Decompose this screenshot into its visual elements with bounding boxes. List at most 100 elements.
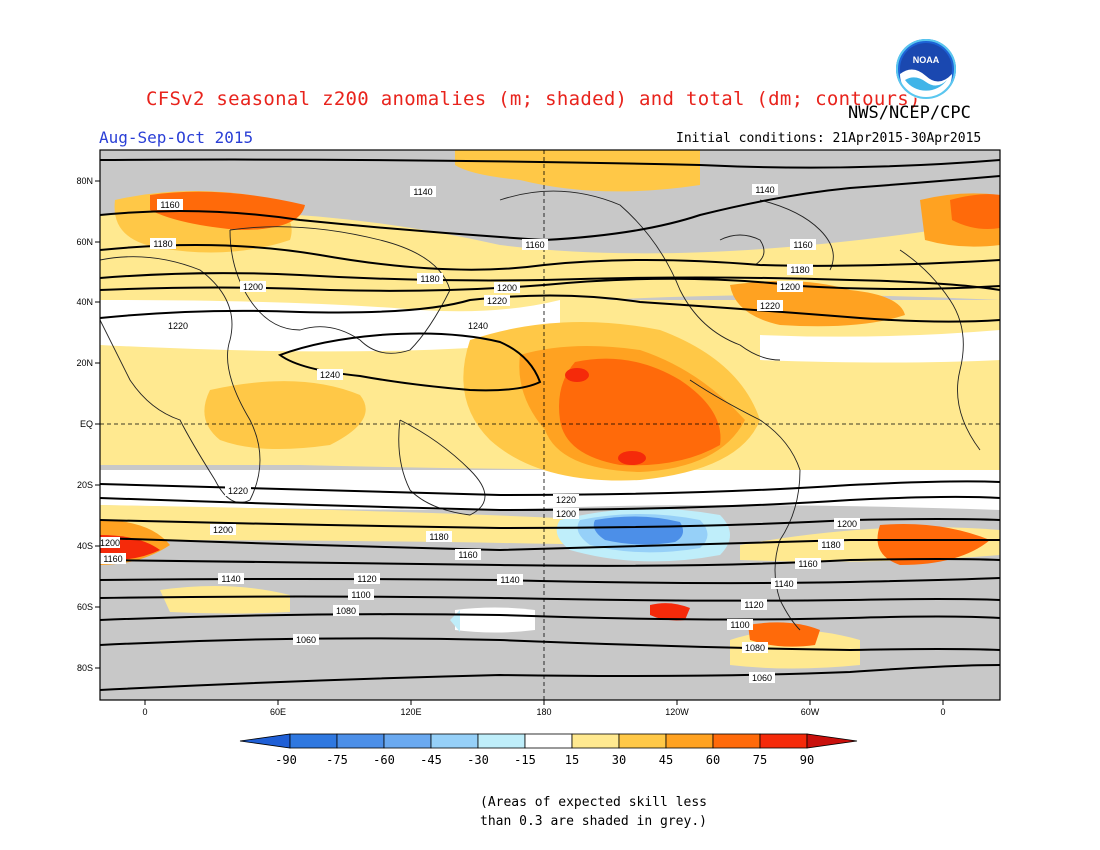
colorbar-segment — [336, 733, 385, 749]
organization-label: NWS/NCEP/CPC — [848, 103, 971, 123]
chart-title: CFSv2 seasonal z200 anomalies (m; shaded… — [146, 88, 921, 110]
svg-text:1160: 1160 — [103, 554, 122, 564]
svg-text:1140: 1140 — [755, 185, 774, 195]
svg-text:1240: 1240 — [468, 321, 488, 331]
svg-text:1200: 1200 — [100, 538, 120, 548]
svg-text:1120: 1120 — [744, 600, 763, 610]
contour-label: 1080 — [742, 642, 768, 653]
lon-label: 180 — [536, 707, 551, 717]
skill-note-line1: (Areas of expected skill less — [480, 795, 707, 810]
svg-text:1160: 1160 — [798, 559, 817, 569]
svg-text:NOAA: NOAA — [913, 55, 940, 65]
contour-label: 1080 — [333, 605, 359, 616]
contour-label: 1160 — [100, 553, 126, 564]
contour-label: 1180 — [150, 238, 176, 249]
lat-label: 40N — [76, 297, 93, 307]
contour-label: 1220 — [225, 485, 251, 496]
contour-label: 1140 — [218, 573, 244, 584]
lat-label: EQ — [80, 419, 93, 429]
lat-label: 40S — [77, 541, 93, 551]
contour-label: 1100 — [348, 589, 374, 600]
contour-label: 1180 — [417, 273, 443, 284]
svg-text:1160: 1160 — [458, 550, 477, 560]
colorbar-tick-label: -30 — [467, 753, 489, 767]
svg-text:1100: 1100 — [351, 590, 370, 600]
lat-label: 20S — [77, 480, 93, 490]
contour-label: 1140 — [752, 184, 778, 195]
lon-label: 0 — [142, 707, 147, 717]
contour-label: 1140 — [771, 578, 797, 589]
lon-label: 120W — [665, 707, 689, 717]
svg-text:1080: 1080 — [336, 606, 356, 616]
colorbar-segment — [289, 733, 338, 749]
svg-text:1180: 1180 — [790, 265, 809, 275]
contour-label: 1100 — [727, 619, 753, 630]
svg-text:1220: 1220 — [228, 486, 248, 496]
svg-text:1060: 1060 — [752, 673, 772, 683]
svg-text:1140: 1140 — [774, 579, 793, 589]
contour-label: 1220 — [165, 320, 191, 331]
colorbar-segment — [618, 733, 667, 749]
svg-text:1100: 1100 — [730, 620, 749, 630]
svg-text:1160: 1160 — [793, 240, 812, 250]
contour-label: 1180 — [787, 264, 813, 275]
contour-label: 1120 — [354, 573, 380, 584]
contour-label: 1200 — [777, 281, 803, 292]
colorbar-tick-label: -45 — [420, 753, 442, 767]
contour-lines — [100, 158, 1000, 691]
colorbar-segment — [665, 733, 714, 749]
contour-label: 1180 — [818, 539, 844, 550]
svg-text:1200: 1200 — [497, 283, 517, 293]
noaa-logo-icon: NOAA — [896, 39, 956, 100]
contour-labels: 1140 1140 1160 1160 1160 1180 1180 1180 … — [100, 184, 860, 683]
lat-label: 60N — [76, 237, 93, 247]
svg-text:1160: 1160 — [525, 240, 544, 250]
contour-label: 1200 — [553, 508, 579, 519]
contour-label: 1200 — [210, 524, 236, 535]
contour-label: 1240 — [465, 320, 491, 331]
lat-label: 20N — [76, 358, 93, 368]
colorbar-segment — [477, 733, 526, 749]
svg-text:1200: 1200 — [837, 519, 857, 529]
svg-text:1180: 1180 — [821, 540, 840, 550]
svg-text:1180: 1180 — [420, 274, 439, 284]
colorbar-tick-label: -75 — [326, 753, 348, 767]
contour-label: 1200 — [834, 518, 860, 529]
lon-label: 120E — [400, 707, 421, 717]
map-frame — [99, 149, 1001, 701]
contour-label: 1060 — [749, 672, 775, 683]
contour-label: 1140 — [497, 574, 523, 585]
colorbar-tick-label: -60 — [373, 753, 395, 767]
svg-text:1080: 1080 — [745, 643, 765, 653]
svg-text:1220: 1220 — [487, 296, 507, 306]
svg-text:1060: 1060 — [296, 635, 316, 645]
contour-label: 1160 — [455, 549, 481, 560]
svg-text:1180: 1180 — [153, 239, 172, 249]
lat-label: 60S — [77, 602, 93, 612]
svg-text:1140: 1140 — [500, 575, 519, 585]
contour-label: 1160 — [157, 199, 183, 210]
svg-text:1200: 1200 — [243, 282, 263, 292]
svg-text:1200: 1200 — [556, 509, 576, 519]
lon-label: 60E — [270, 707, 286, 717]
contour-label: 1160 — [790, 239, 816, 250]
contour-label: 1200 — [494, 282, 520, 293]
colorbar-segment — [430, 733, 479, 749]
lon-label: 60W — [801, 707, 820, 717]
contour-label: 1120 — [741, 599, 767, 610]
colorbar-tick-label: -90 — [275, 753, 297, 767]
initial-conditions: Initial conditions: 21Apr2015-30Apr2015 — [676, 131, 982, 146]
contour-label: 1140 — [410, 186, 436, 197]
contour-label: 1060 — [293, 634, 319, 645]
contour-label: 1220 — [757, 300, 783, 311]
contour-label: 1160 — [522, 239, 548, 250]
skill-note-line2: than 0.3 are shaded in grey.) — [480, 814, 707, 829]
colorbar-arrow-left — [239, 733, 291, 749]
colorbar-tick-label: 45 — [659, 753, 673, 767]
svg-text:1140: 1140 — [221, 574, 240, 584]
lat-label: 80N — [76, 176, 93, 186]
svg-text:1200: 1200 — [213, 525, 233, 535]
colorbar-segment — [383, 733, 432, 749]
svg-text:1140: 1140 — [413, 187, 432, 197]
